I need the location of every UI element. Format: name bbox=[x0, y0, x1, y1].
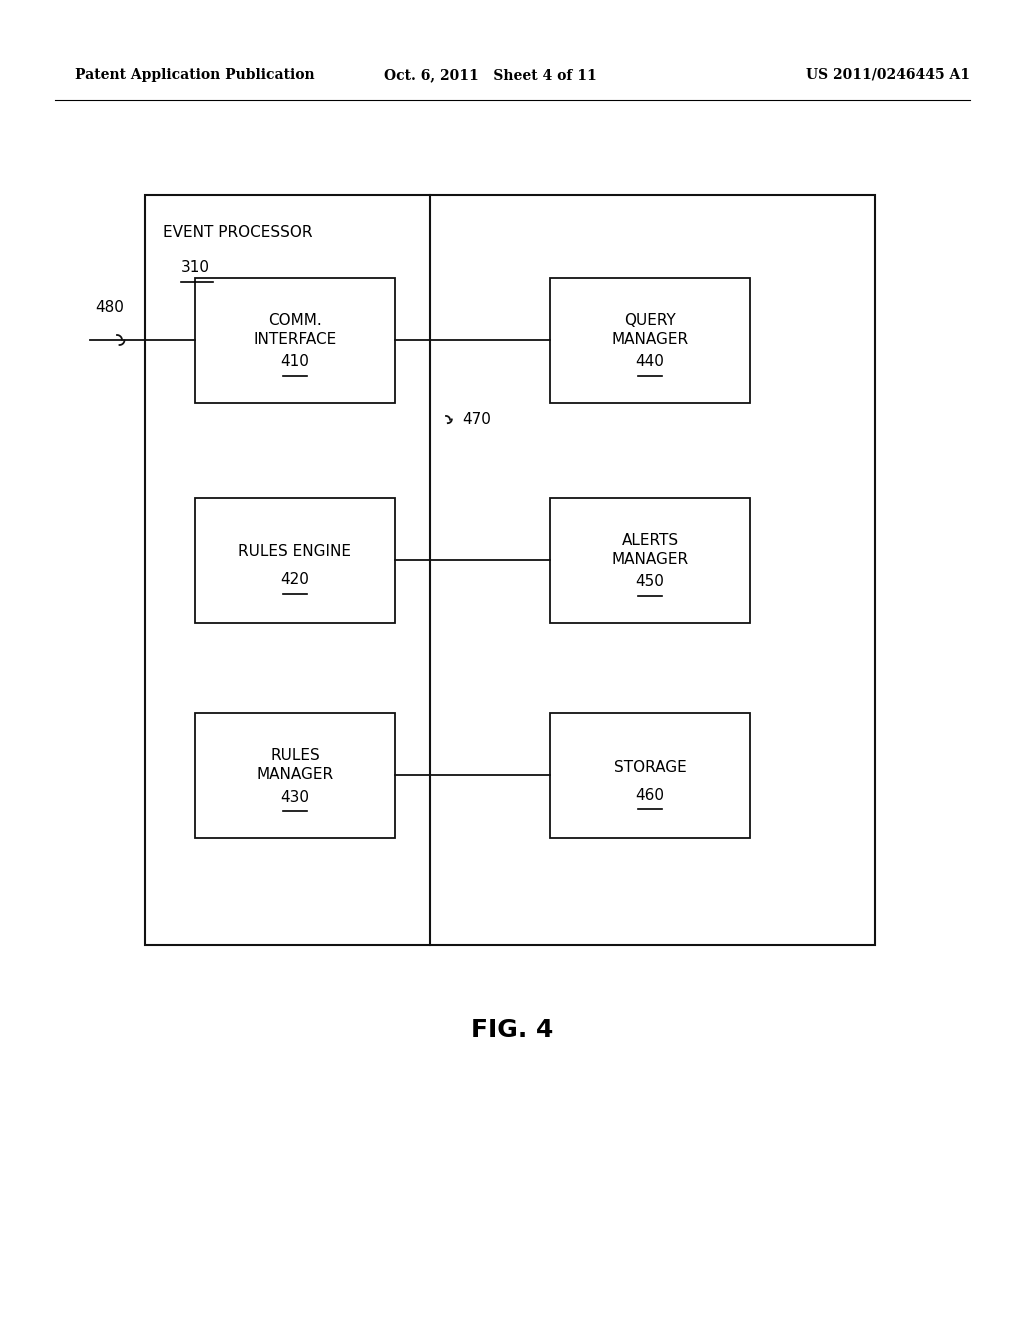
Text: 450: 450 bbox=[636, 574, 665, 590]
Bar bbox=[145, 195, 874, 945]
Text: QUERY
MANAGER: QUERY MANAGER bbox=[611, 313, 688, 347]
Bar bbox=[195, 498, 395, 623]
Text: 440: 440 bbox=[636, 355, 665, 370]
Bar bbox=[550, 498, 750, 623]
Text: RULES ENGINE: RULES ENGINE bbox=[239, 544, 351, 560]
Text: STORAGE: STORAGE bbox=[613, 759, 686, 775]
Bar bbox=[195, 279, 395, 403]
Text: Patent Application Publication: Patent Application Publication bbox=[75, 69, 314, 82]
Text: 480: 480 bbox=[95, 301, 124, 315]
Text: ALERTS
MANAGER: ALERTS MANAGER bbox=[611, 532, 688, 568]
Text: COMM.
INTERFACE: COMM. INTERFACE bbox=[253, 313, 337, 347]
Bar bbox=[550, 713, 750, 838]
Text: Oct. 6, 2011   Sheet 4 of 11: Oct. 6, 2011 Sheet 4 of 11 bbox=[384, 69, 596, 82]
Text: 310: 310 bbox=[181, 260, 210, 275]
Text: 410: 410 bbox=[281, 355, 309, 370]
Text: 430: 430 bbox=[281, 789, 309, 804]
Text: 460: 460 bbox=[636, 788, 665, 803]
Bar bbox=[195, 713, 395, 838]
Bar bbox=[550, 279, 750, 403]
Text: RULES
MANAGER: RULES MANAGER bbox=[256, 747, 334, 783]
Text: US 2011/0246445 A1: US 2011/0246445 A1 bbox=[806, 69, 970, 82]
Text: 420: 420 bbox=[281, 573, 309, 587]
Text: FIG. 4: FIG. 4 bbox=[471, 1018, 553, 1041]
Text: 470: 470 bbox=[462, 412, 490, 428]
Text: EVENT PROCESSOR: EVENT PROCESSOR bbox=[163, 224, 312, 240]
